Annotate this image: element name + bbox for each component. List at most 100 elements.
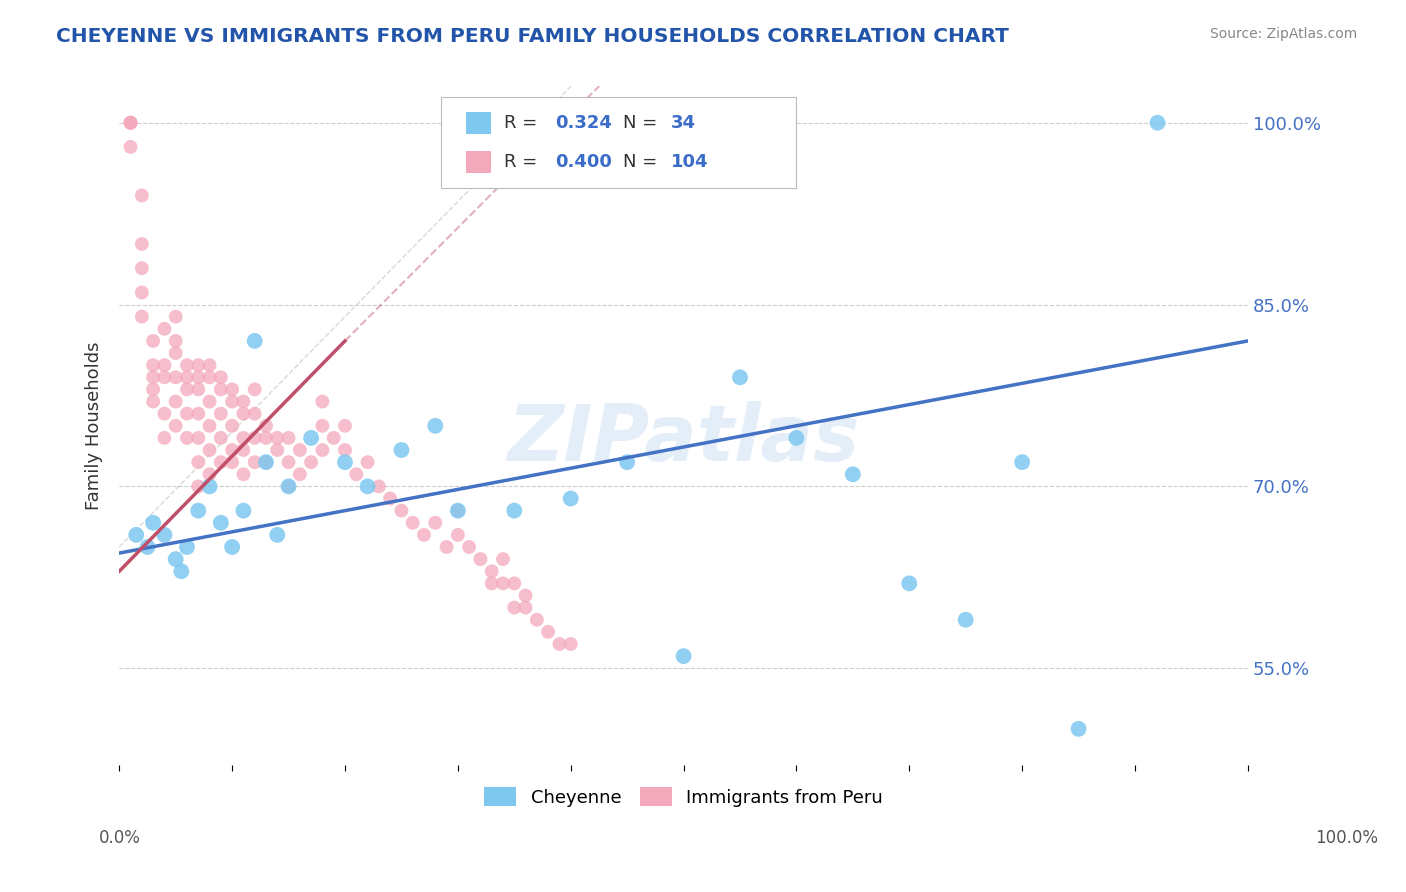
Point: [142, 516, 165, 530]
Point: [153, 358, 176, 372]
Point: [391, 503, 413, 517]
Point: [288, 443, 311, 458]
Point: [425, 516, 447, 530]
Point: [131, 236, 153, 251]
Y-axis label: Family Households: Family Households: [86, 342, 103, 510]
Point: [266, 528, 288, 542]
Point: [198, 370, 221, 384]
Point: [209, 407, 232, 421]
Point: [322, 431, 344, 445]
Point: [560, 637, 582, 651]
Point: [356, 455, 378, 469]
Point: [560, 491, 582, 506]
Point: [391, 443, 413, 458]
Point: [187, 383, 209, 397]
Point: [515, 589, 537, 603]
Point: [198, 418, 221, 433]
Point: [470, 552, 492, 566]
Point: [503, 600, 526, 615]
Point: [176, 407, 198, 421]
Point: [165, 370, 187, 384]
Point: [254, 455, 277, 469]
Point: [1011, 455, 1033, 469]
Point: [537, 624, 560, 639]
Point: [165, 346, 187, 360]
Point: [616, 455, 638, 469]
Point: [153, 431, 176, 445]
FancyBboxPatch shape: [441, 96, 796, 188]
Point: [254, 455, 277, 469]
Point: [955, 613, 977, 627]
Point: [243, 455, 266, 469]
Point: [187, 407, 209, 421]
Text: N =: N =: [623, 114, 662, 132]
Point: [898, 576, 921, 591]
Point: [232, 394, 254, 409]
Point: [378, 491, 401, 506]
Point: [526, 613, 548, 627]
Point: [243, 383, 266, 397]
Point: [503, 576, 526, 591]
Point: [232, 503, 254, 517]
Point: [299, 431, 322, 445]
Point: [198, 467, 221, 482]
Point: [447, 528, 470, 542]
Point: [481, 576, 503, 591]
Point: [153, 528, 176, 542]
Point: [842, 467, 865, 482]
Point: [458, 540, 481, 554]
Point: [198, 394, 221, 409]
Point: [209, 455, 232, 469]
Point: [120, 116, 142, 130]
Point: [311, 443, 333, 458]
Legend: Cheyenne, Immigrants from Peru: Cheyenne, Immigrants from Peru: [477, 780, 890, 814]
Text: 0.324: 0.324: [555, 114, 612, 132]
Point: [266, 431, 288, 445]
Point: [515, 600, 537, 615]
Point: [344, 467, 367, 482]
Point: [176, 383, 198, 397]
Point: [232, 431, 254, 445]
Point: [125, 528, 148, 542]
Point: [170, 564, 193, 578]
Point: [187, 431, 209, 445]
Point: [198, 443, 221, 458]
Point: [243, 407, 266, 421]
Point: [221, 540, 243, 554]
Text: R =: R =: [505, 153, 543, 171]
Point: [187, 479, 209, 493]
Text: Source: ZipAtlas.com: Source: ZipAtlas.com: [1209, 27, 1357, 41]
Point: [187, 358, 209, 372]
Point: [402, 516, 425, 530]
Text: 104: 104: [671, 153, 709, 171]
Point: [481, 564, 503, 578]
Point: [142, 334, 165, 348]
Point: [277, 455, 299, 469]
Point: [243, 431, 266, 445]
Point: [243, 334, 266, 348]
Point: [176, 358, 198, 372]
Point: [120, 116, 142, 130]
Point: [254, 418, 277, 433]
Text: CHEYENNE VS IMMIGRANTS FROM PERU FAMILY HOUSEHOLDS CORRELATION CHART: CHEYENNE VS IMMIGRANTS FROM PERU FAMILY …: [56, 27, 1010, 45]
Point: [142, 358, 165, 372]
Point: [153, 370, 176, 384]
Point: [333, 443, 356, 458]
Point: [131, 188, 153, 202]
Point: [672, 649, 695, 664]
Point: [165, 394, 187, 409]
Point: [299, 455, 322, 469]
Point: [232, 467, 254, 482]
Point: [142, 394, 165, 409]
Text: 100.0%: 100.0%: [1316, 829, 1378, 847]
Point: [277, 431, 299, 445]
Point: [277, 479, 299, 493]
Point: [187, 455, 209, 469]
Point: [436, 540, 458, 554]
Point: [176, 540, 198, 554]
Point: [198, 358, 221, 372]
Point: [187, 503, 209, 517]
Point: [165, 418, 187, 433]
Point: [176, 431, 198, 445]
Text: 34: 34: [671, 114, 696, 132]
